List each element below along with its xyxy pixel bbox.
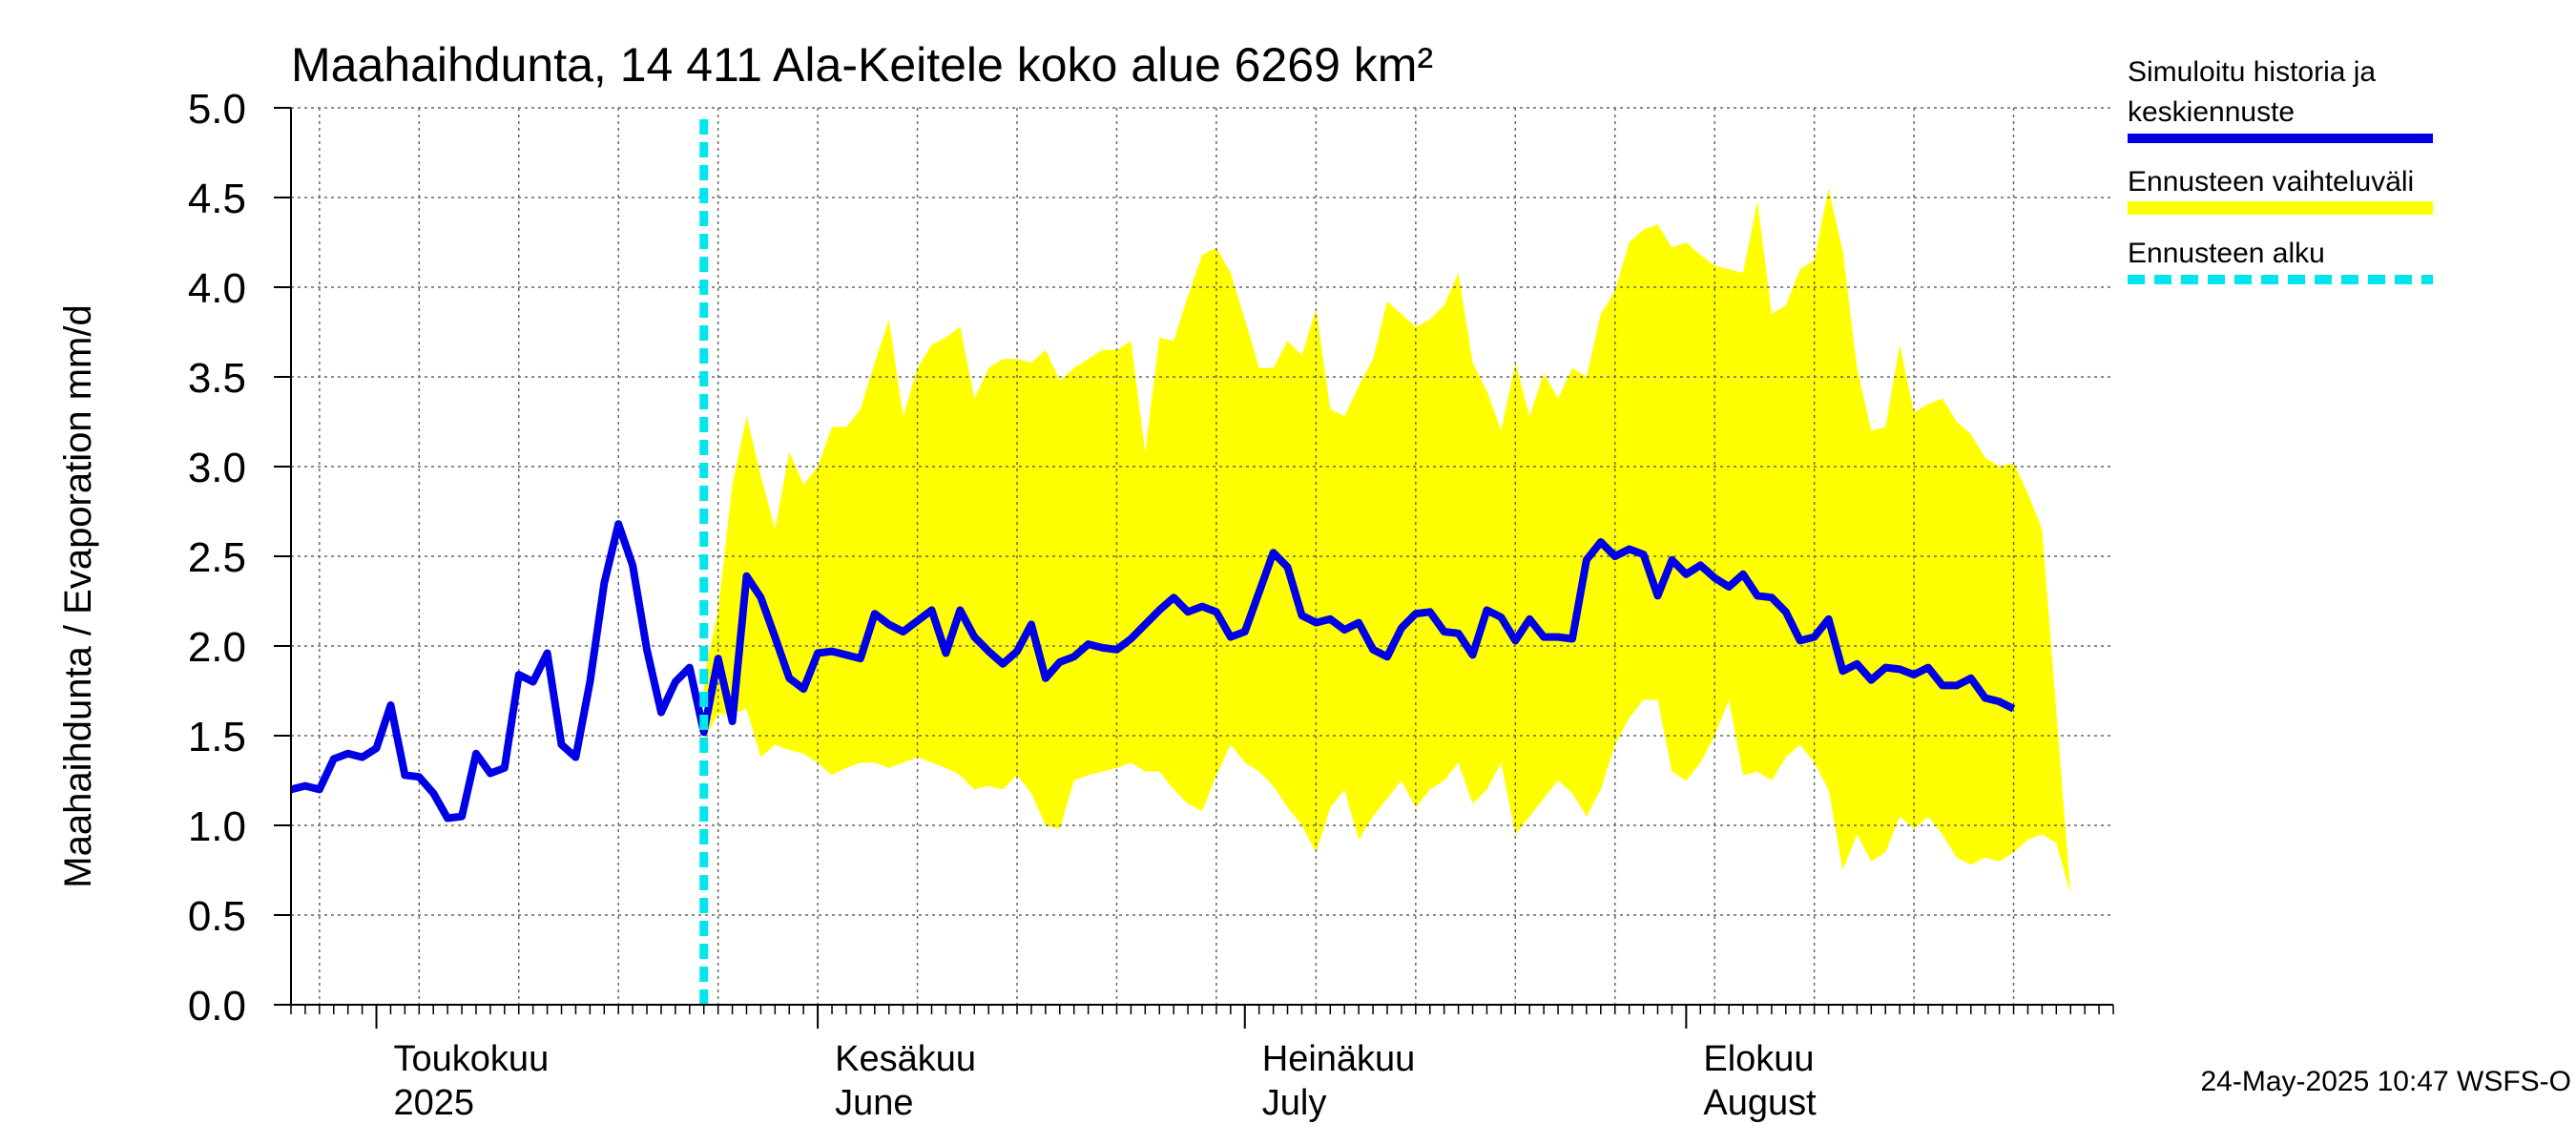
- footer-timestamp: 24-May-2025 10:47 WSFS-O: [2201, 1066, 2572, 1097]
- x-month-label: Toukokuu: [394, 1039, 550, 1079]
- chart-title: Maahaihdunta, 14 411 Ala-Keitele koko al…: [291, 38, 1433, 92]
- series-line: [290, 520, 2016, 822]
- plot-area: 0.0 0.5 1.0 1.5 2.0 2.5 3.0 3.5 4.0 4.5 5.0 Toukoku…: [188, 86, 2114, 1123]
- y-tick-label: 4.5: [188, 176, 246, 222]
- legend-label-forecast-start: Ennusteen alku: [2128, 238, 2325, 269]
- x-month-label: Kesäkuu: [835, 1039, 976, 1079]
- legend-label-series-1: Simuloitu historia ja: [2128, 56, 2376, 88]
- x-month-sublabel: 2025: [394, 1083, 475, 1123]
- forecast-band: [703, 188, 2071, 894]
- x-month-sublabel: June: [835, 1083, 913, 1123]
- legend: Simuloitu historia ja keskiennuste Ennus…: [2128, 56, 2433, 284]
- y-tick-label: 4.0: [188, 265, 246, 312]
- y-tick-label: 5.0: [188, 86, 246, 133]
- y-tick-label: 3.5: [188, 355, 246, 402]
- y-tick-label: 3.0: [188, 445, 246, 491]
- x-month-label: Elokuu: [1703, 1039, 1814, 1079]
- x-month-sublabel: August: [1703, 1083, 1817, 1123]
- y-tick-label: 0.5: [188, 893, 246, 940]
- y-axis-label: Maahaihdunta / Evaporation mm/d: [57, 304, 99, 887]
- y-tick-label: 1.0: [188, 803, 246, 850]
- legend-label-band: Ennusteen vaihteluväli: [2128, 166, 2414, 198]
- x-month-sublabel: July: [1262, 1083, 1327, 1123]
- legend-label-series-2: keskiennuste: [2128, 96, 2295, 128]
- y-tick-label: 0.0: [188, 983, 246, 1030]
- y-tick-label: 1.5: [188, 714, 246, 760]
- x-month-label: Heinäkuu: [1262, 1039, 1416, 1079]
- y-tick-label: 2.0: [188, 624, 246, 671]
- y-tick-label: 2.5: [188, 534, 246, 581]
